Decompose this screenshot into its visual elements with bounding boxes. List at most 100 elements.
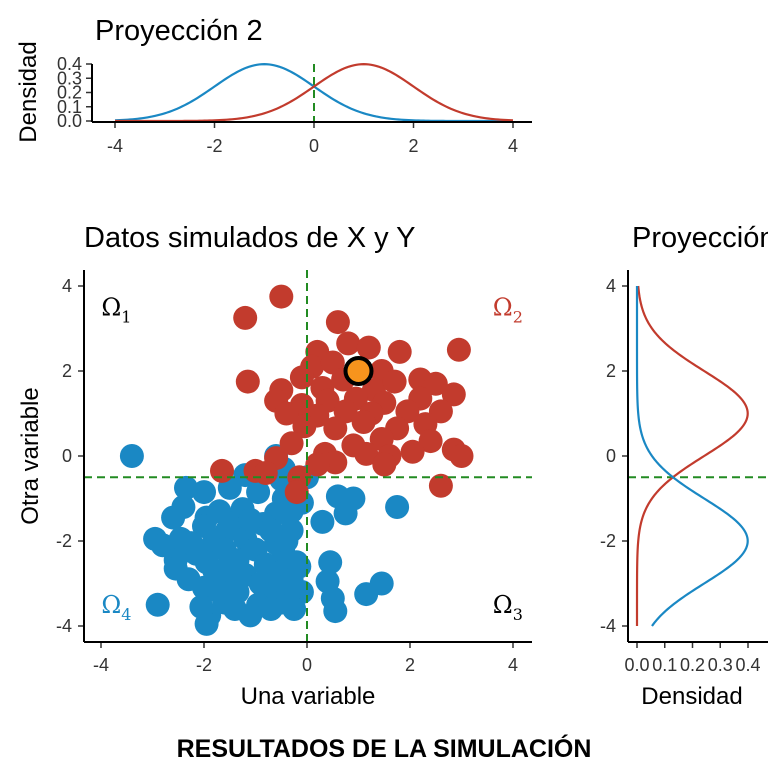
- top-y-tick-label: 0.1: [57, 97, 82, 117]
- top-plot-area: [114, 63, 514, 123]
- scatter-x-tick-label: -2: [196, 655, 212, 675]
- red-data-point: [372, 452, 397, 477]
- top-x-tick-label: -4: [107, 136, 123, 156]
- scatter-y-tick-label: -4: [56, 616, 72, 636]
- red-data-point: [356, 335, 381, 360]
- scatter-y-axis-label: Otra variable: [17, 387, 44, 524]
- red-data-point: [336, 331, 361, 356]
- red-data-point: [418, 429, 443, 454]
- scatter-x-tick-label: 0: [302, 655, 312, 675]
- blue-data-point: [385, 495, 410, 519]
- blue-data-point: [192, 480, 216, 505]
- region-subscript: 4: [121, 605, 131, 624]
- red-data-point: [354, 441, 379, 466]
- blue-data-point: [258, 518, 283, 543]
- red-data-point: [423, 371, 448, 396]
- right-y-tick-label: -4: [600, 616, 616, 636]
- top-y-axis-label: Densidad: [15, 41, 42, 142]
- figure-caption: RESULTADOS DE LA SIMULACIÓN: [177, 733, 592, 763]
- red-data-point: [279, 431, 304, 456]
- top-x-tick-label: -2: [206, 136, 222, 156]
- top-chart-title: Proyección 2: [95, 15, 263, 47]
- blue-data-point: [258, 597, 283, 621]
- right-x-tick-label: 0.2: [680, 655, 705, 675]
- scatter-panel: Datos simulados de X y Y Otra variable U…: [17, 222, 532, 710]
- blue-data-point: [119, 444, 144, 468]
- red-data-point: [235, 369, 260, 394]
- right-y-tick-label: 2: [606, 361, 616, 381]
- blue-data-point: [194, 611, 219, 636]
- red-data-point: [323, 450, 348, 475]
- region-label-omega-4: Ω4: [101, 591, 131, 624]
- blue-data-point: [207, 580, 232, 604]
- top-y-tick-label: 0.2: [57, 83, 82, 103]
- scatter-y-tick-label: -2: [56, 531, 72, 551]
- red-data-point: [292, 414, 317, 439]
- blue-data-point: [333, 501, 358, 526]
- top-x-ticks: -4 -2 0 2 4: [107, 122, 518, 156]
- red-data-point: [428, 473, 453, 498]
- right-y-tick-label: 0: [606, 446, 616, 466]
- top-y-tick-label: 0.3: [57, 68, 82, 88]
- red-data-point: [253, 461, 278, 485]
- blue-data-point: [145, 592, 170, 617]
- red-data-point: [351, 410, 376, 434]
- top-y-tick-label: 0.0: [57, 111, 82, 131]
- region-symbol: Ω: [101, 293, 121, 321]
- scatter-chart-title: Datos simulados de X y Y: [84, 222, 416, 254]
- right-x-tick-label: 0.0: [624, 655, 649, 675]
- region-symbol: Ω: [493, 293, 513, 321]
- red-data-point: [387, 339, 412, 364]
- blue-data-point: [217, 554, 242, 579]
- blue-data-point: [179, 531, 204, 556]
- right-y-tick-label: 4: [606, 276, 616, 296]
- highlighted-point: [343, 356, 374, 386]
- red-data-point: [274, 401, 299, 426]
- region-label-omega-3: Ω3: [493, 591, 523, 624]
- right-y-ticks: -4 -2 0 2 4: [600, 276, 628, 636]
- right-x-tick-label: 0.4: [735, 655, 760, 675]
- blue-data-point: [277, 571, 301, 596]
- top-x-tick-label: 0: [309, 136, 319, 156]
- right-y-tick-label: -2: [600, 531, 616, 551]
- blue-data-point: [310, 509, 335, 534]
- scatter-x-ticks: -4 -2 0 2 4: [93, 642, 518, 675]
- right-density-curve-1: [635, 285, 749, 626]
- region-symbol: Ω: [101, 591, 121, 619]
- top-density-curve-2: [115, 63, 514, 123]
- blue-data-point: [318, 550, 343, 575]
- red-data-point: [289, 365, 314, 390]
- right-x-tick-label: 0.1: [652, 655, 677, 675]
- region-label-omega-1: Ω1: [101, 293, 131, 326]
- top-y-tick-label: 0.4: [57, 54, 82, 74]
- scatter-y-tick-label: 4: [62, 276, 72, 296]
- scatter-y-ticks: -4 -2 0 2 4: [56, 276, 84, 636]
- top-y-ticks: 0.00.10.20.30.4: [57, 54, 92, 131]
- red-data-point: [441, 382, 466, 407]
- red-data-point: [233, 305, 258, 330]
- blue-data-point: [174, 475, 198, 500]
- right-x-tick-label: 0.3: [708, 655, 733, 675]
- red-data-point: [284, 480, 309, 505]
- region-label-omega-2: Ω2: [493, 293, 523, 326]
- red-data-point: [323, 416, 348, 441]
- red-data-point: [449, 444, 474, 468]
- region-symbol: Ω: [493, 591, 513, 619]
- region-subscript: 3: [513, 605, 523, 624]
- blue-data-point: [161, 505, 186, 530]
- blue-data-point: [282, 597, 307, 621]
- scatter-x-tick-label: 2: [405, 655, 415, 675]
- red-data-point: [210, 458, 234, 483]
- blue-data-point: [279, 499, 304, 524]
- right-chart-title: Proyección 1: [632, 222, 768, 254]
- scatter-y-tick-label: 0: [62, 446, 72, 466]
- red-data-point: [269, 284, 294, 309]
- scatter-x-axis-label: Una variable: [241, 683, 376, 710]
- blue-data-point: [246, 480, 271, 505]
- scatter-x-tick-label: 4: [508, 655, 518, 675]
- blue-data-point: [222, 597, 247, 621]
- right-x-ticks: 0.0 0.1 0.2 0.3 0.4: [624, 642, 761, 675]
